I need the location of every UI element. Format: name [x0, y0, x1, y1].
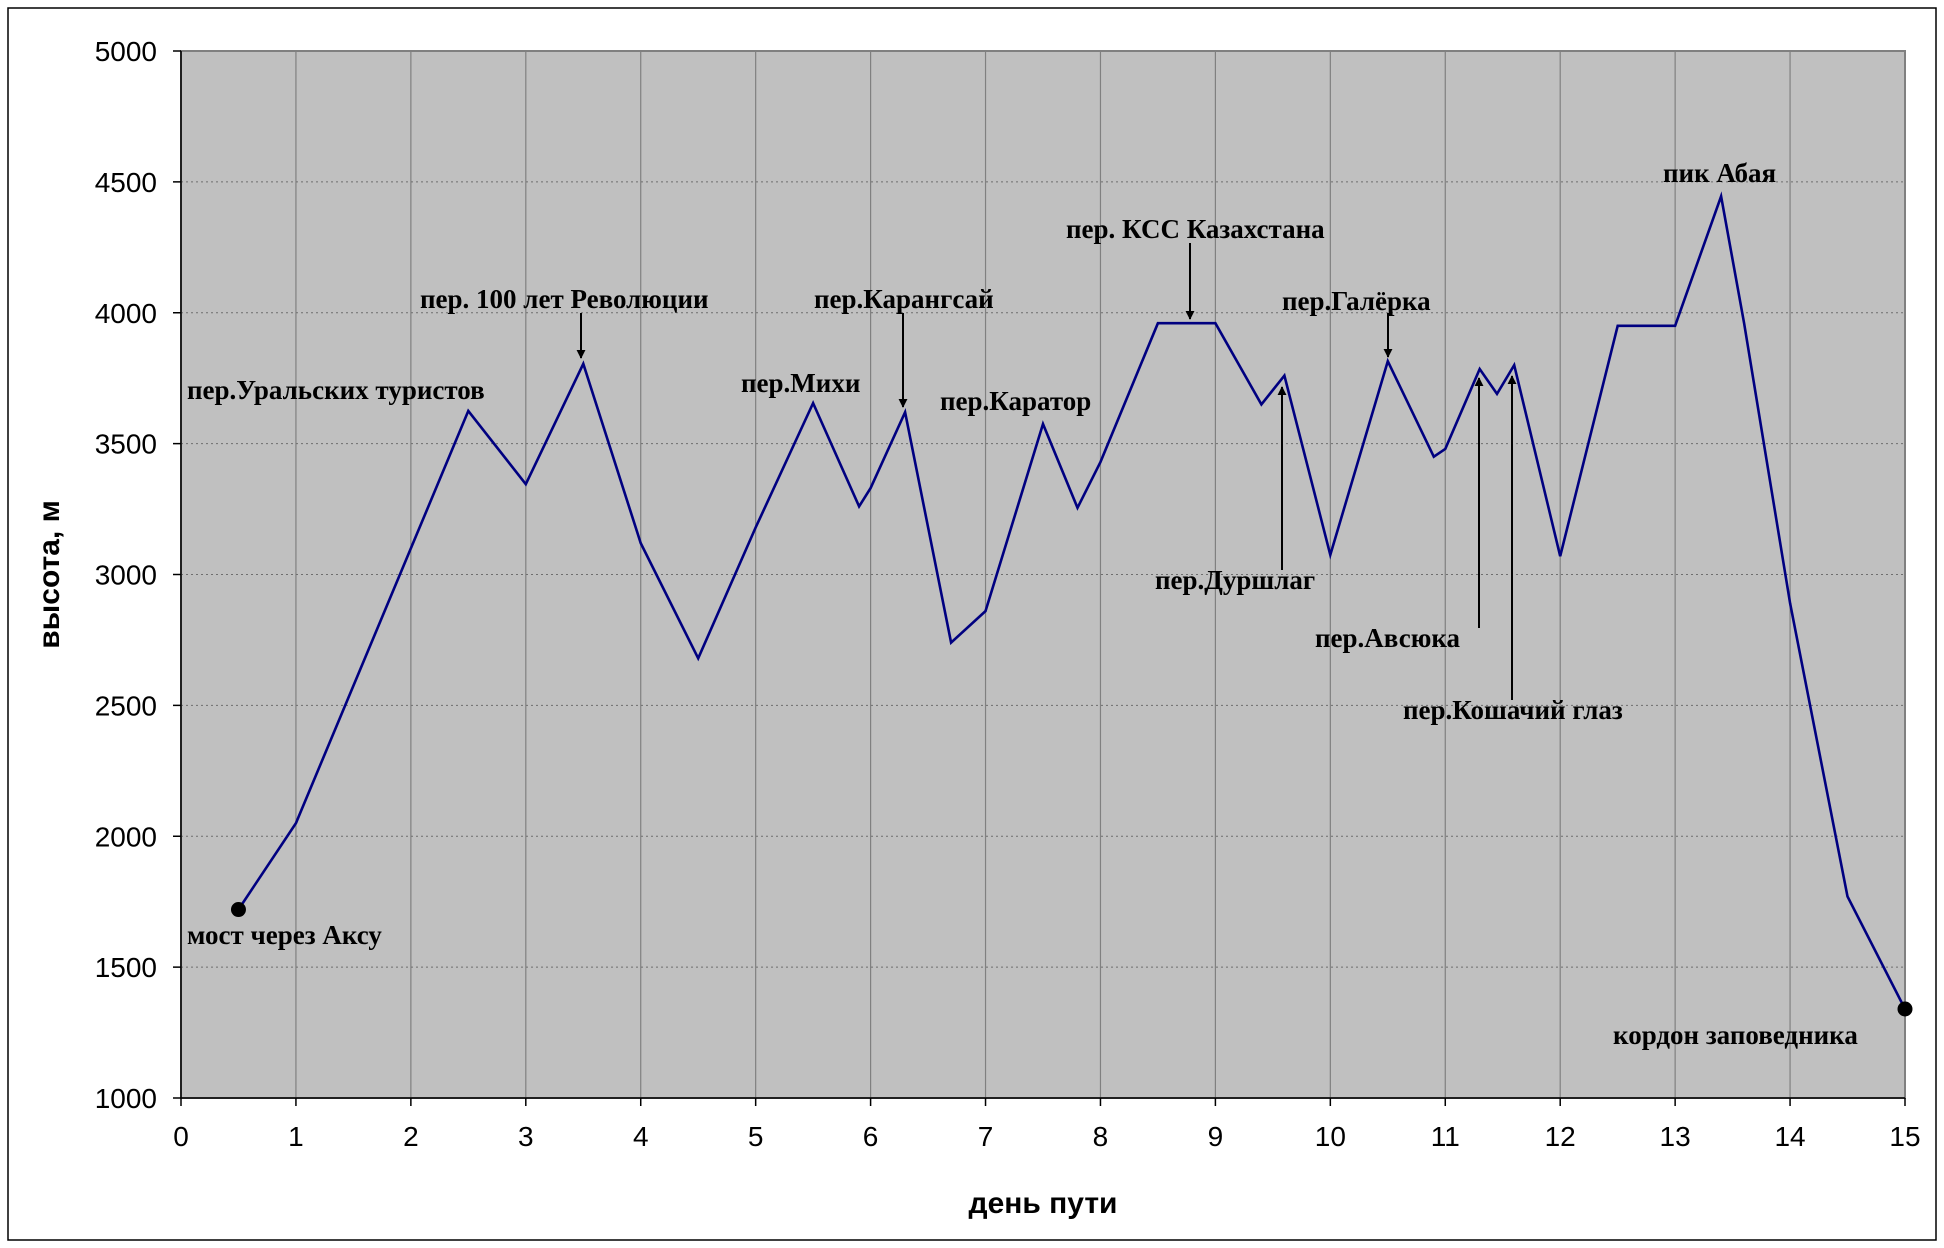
- x-tick-label: 8: [1093, 1121, 1109, 1152]
- axes: 0 1 2 3 4 5 6 7 8 9 10 11 12 13 14 15100015002000250030…: [95, 36, 1921, 1152]
- elevation-line: [237, 191, 1907, 1010]
- annotation-label: пер.Карангсай: [814, 284, 994, 314]
- annotation-label: мост через Аксу: [187, 920, 382, 950]
- annotation-label: пер.Авсюка: [1315, 623, 1460, 653]
- x-axis-title: день пути: [969, 1187, 1118, 1220]
- x-tick-label: 15: [1889, 1121, 1920, 1152]
- x-tick-label: 14: [1774, 1121, 1805, 1152]
- annotations: мост через Аксу пер.Уральских туристов пер…: [187, 158, 1858, 1050]
- x-tick-label: 10: [1315, 1121, 1346, 1152]
- grid: [180, 50, 1906, 1099]
- x-tick-label: 6: [863, 1121, 879, 1152]
- annotation-label: пер.Галёрка: [1282, 286, 1431, 316]
- annotation-label: пик Абая: [1663, 158, 1776, 188]
- x-tick-label: 3: [518, 1121, 534, 1152]
- x-tick-label: 1: [288, 1121, 304, 1152]
- y-tick-label: 1000: [95, 1083, 157, 1114]
- endpoint-marker: [230, 902, 246, 918]
- y-tick-label: 2000: [95, 821, 157, 852]
- x-tick-label: 5: [748, 1121, 764, 1152]
- annotation-label: пер.Уральских туристов: [187, 375, 485, 405]
- x-tick-label: 9: [1208, 1121, 1224, 1152]
- y-axis-title: высота, м: [33, 500, 66, 649]
- x-tick-label: 2: [403, 1121, 419, 1152]
- annotation-label: пер.Дуршлаг: [1155, 565, 1315, 595]
- y-tick-label: 1500: [95, 952, 157, 983]
- annotation-label: пер.Михи: [741, 368, 860, 398]
- y-tick-label: 4000: [95, 298, 157, 329]
- x-tick-label: 11: [1431, 1121, 1460, 1152]
- x-tick-label: 4: [633, 1121, 649, 1152]
- y-tick-label: 3500: [95, 429, 157, 460]
- series: [230, 191, 1913, 1017]
- x-tick-label: 0: [173, 1121, 189, 1152]
- endpoint-marker: [1897, 1001, 1913, 1017]
- y-tick-label: 5000: [95, 36, 157, 67]
- x-tick-label: 7: [978, 1121, 994, 1152]
- x-tick-label: 12: [1545, 1121, 1576, 1152]
- annotation-label: пер. КСС Казахстана: [1066, 214, 1325, 244]
- y-tick-label: 4500: [95, 167, 157, 198]
- y-tick-label: 2500: [95, 690, 157, 721]
- x-tick-label: 13: [1660, 1121, 1691, 1152]
- annotation-label: кордон заповедника: [1613, 1020, 1858, 1050]
- annotation-label: пер.Каратор: [940, 386, 1091, 416]
- y-tick-label: 3000: [95, 560, 157, 591]
- annotation-label: пер. 100 лет Революции: [420, 284, 709, 314]
